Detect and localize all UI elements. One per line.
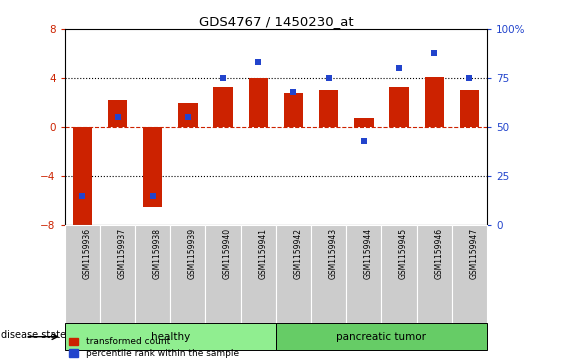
Bar	[135, 225, 171, 323]
Point	[430, 50, 439, 56]
Bar	[284, 93, 303, 127]
Bar	[241, 225, 276, 323]
Title: GDS4767 / 1450230_at: GDS4767 / 1450230_at	[199, 15, 353, 28]
Bar	[417, 225, 452, 323]
Bar	[65, 225, 100, 323]
Point	[324, 75, 333, 81]
Bar	[73, 127, 92, 231]
Bar	[276, 323, 487, 350]
Text: GSM1159947: GSM1159947	[470, 228, 479, 279]
Text: disease state: disease state	[1, 330, 66, 340]
Point	[359, 138, 368, 144]
Text: GSM1159940: GSM1159940	[223, 228, 232, 279]
Bar	[100, 225, 135, 323]
Point	[289, 89, 298, 95]
Text: GSM1159936: GSM1159936	[82, 228, 91, 279]
Text: GSM1159939: GSM1159939	[188, 228, 197, 279]
Bar	[354, 118, 373, 127]
Text: GSM1159942: GSM1159942	[293, 228, 302, 279]
Bar	[346, 225, 382, 323]
Bar	[108, 100, 127, 127]
Text: pancreatic tumor: pancreatic tumor	[337, 332, 426, 342]
Point	[395, 65, 404, 71]
Text: GSM1159938: GSM1159938	[153, 228, 162, 279]
Text: GSM1159946: GSM1159946	[434, 228, 443, 279]
Text: GSM1159937: GSM1159937	[118, 228, 127, 279]
Point	[113, 114, 122, 120]
Text: GSM1159943: GSM1159943	[329, 228, 338, 279]
Bar	[276, 225, 311, 323]
Bar	[171, 225, 205, 323]
Text: GSM1159945: GSM1159945	[399, 228, 408, 279]
Bar	[382, 225, 417, 323]
Point	[184, 114, 193, 120]
Point	[218, 75, 227, 81]
Legend: transformed count, percentile rank within the sample: transformed count, percentile rank withi…	[69, 338, 239, 358]
Bar	[425, 77, 444, 127]
Bar	[390, 87, 409, 127]
Bar	[452, 225, 487, 323]
Bar	[143, 127, 162, 207]
Bar	[319, 90, 338, 127]
Bar	[65, 323, 276, 350]
Point	[148, 193, 157, 199]
Point	[465, 75, 474, 81]
Point	[254, 60, 263, 65]
Bar	[311, 225, 346, 323]
Bar	[460, 90, 479, 127]
Text: healthy: healthy	[151, 332, 190, 342]
Text: GSM1159941: GSM1159941	[258, 228, 267, 279]
Bar	[178, 102, 198, 127]
Bar	[205, 225, 241, 323]
Bar	[213, 87, 233, 127]
Point	[78, 193, 87, 199]
Bar	[249, 78, 268, 127]
Text: GSM1159944: GSM1159944	[364, 228, 373, 279]
